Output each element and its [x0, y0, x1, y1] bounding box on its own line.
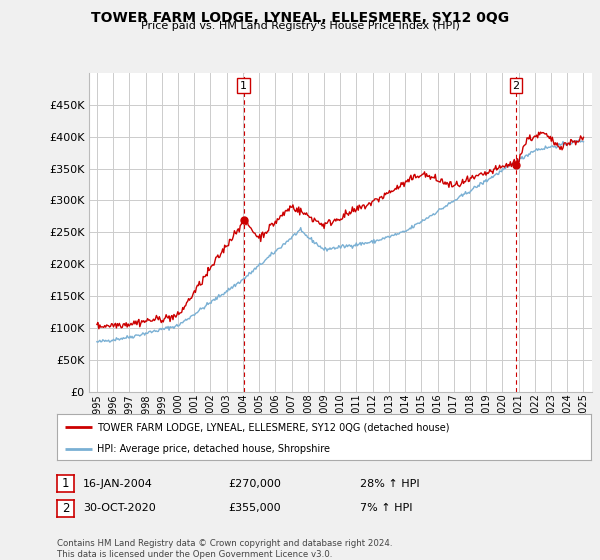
Text: £270,000: £270,000 — [228, 479, 281, 489]
Text: TOWER FARM LODGE, LYNEAL, ELLESMERE, SY12 0QG: TOWER FARM LODGE, LYNEAL, ELLESMERE, SY1… — [91, 11, 509, 25]
Text: 7% ↑ HPI: 7% ↑ HPI — [360, 503, 413, 514]
Text: Price paid vs. HM Land Registry's House Price Index (HPI): Price paid vs. HM Land Registry's House … — [140, 21, 460, 31]
Text: 2: 2 — [512, 81, 520, 91]
Text: 16-JAN-2004: 16-JAN-2004 — [83, 479, 152, 489]
Text: 28% ↑ HPI: 28% ↑ HPI — [360, 479, 419, 489]
Text: HPI: Average price, detached house, Shropshire: HPI: Average price, detached house, Shro… — [97, 444, 330, 454]
Text: 30-OCT-2020: 30-OCT-2020 — [83, 503, 155, 514]
Text: Contains HM Land Registry data © Crown copyright and database right 2024.
This d: Contains HM Land Registry data © Crown c… — [57, 539, 392, 559]
Text: TOWER FARM LODGE, LYNEAL, ELLESMERE, SY12 0QG (detached house): TOWER FARM LODGE, LYNEAL, ELLESMERE, SY1… — [97, 422, 449, 432]
Text: £355,000: £355,000 — [228, 503, 281, 514]
Text: 2: 2 — [62, 502, 69, 515]
Text: 1: 1 — [240, 81, 247, 91]
Text: 1: 1 — [62, 477, 69, 491]
